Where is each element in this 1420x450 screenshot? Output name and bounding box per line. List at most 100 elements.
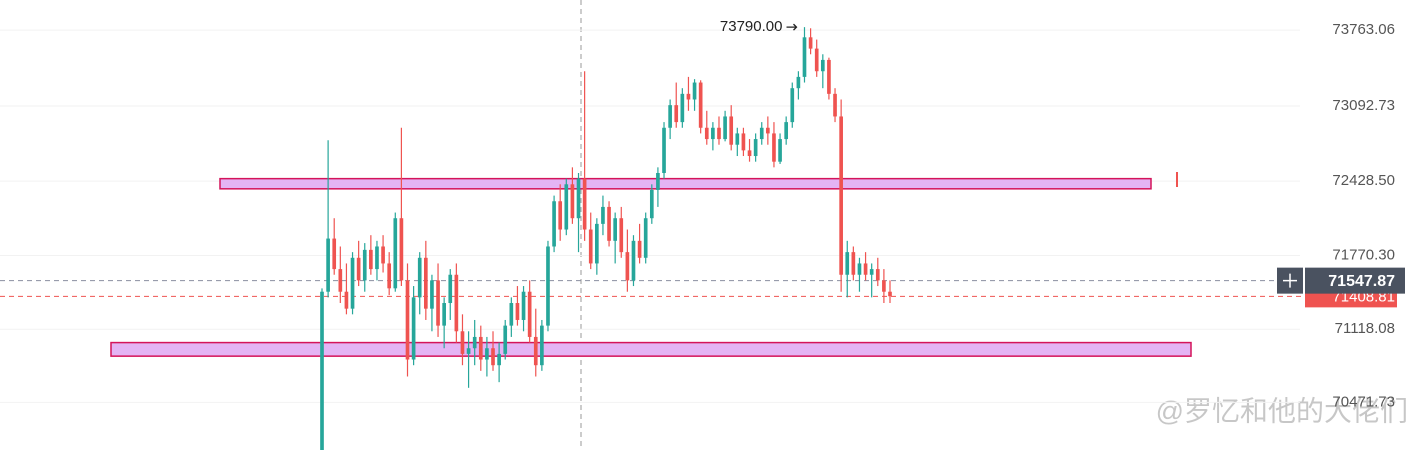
candle-body (827, 59, 831, 94)
candle-body (723, 116, 727, 140)
candle-body (454, 274, 459, 332)
candle-body (430, 280, 434, 309)
candle-body (802, 37, 807, 77)
candle-body (820, 59, 825, 72)
candle-body (698, 82, 703, 128)
candle-body (766, 127, 770, 134)
candle-body (442, 303, 446, 326)
candle-body (399, 218, 404, 281)
candle-body (747, 150, 752, 157)
candle-body (533, 336, 538, 366)
candle-body (472, 336, 477, 349)
candle-body (686, 93, 691, 100)
candle-body (692, 82, 697, 100)
candle-body (674, 105, 679, 123)
candle-body (387, 263, 392, 289)
candle-body (558, 201, 563, 230)
candle-body (381, 246, 385, 264)
last-price-label: 71547.87 (1328, 273, 1395, 290)
y-tick-label: 72428.50 (1332, 172, 1395, 189)
candle-body (576, 178, 581, 219)
candle-body (478, 336, 483, 360)
candle-body (741, 133, 746, 151)
candle-body (729, 116, 734, 145)
candle-body (521, 291, 526, 320)
candle-body (362, 249, 367, 281)
high-label: 73790.00 (720, 18, 783, 35)
candle-body (436, 280, 440, 326)
candle-body (356, 257, 361, 281)
candle-body (680, 93, 685, 123)
candle-body (466, 348, 471, 354)
candle-body (320, 291, 324, 450)
candle-body (735, 133, 740, 145)
candle-body (411, 297, 416, 360)
candle-body (662, 127, 666, 173)
candle-body (869, 269, 874, 275)
candle-body (369, 249, 373, 270)
zone (110, 341, 1192, 357)
candle-body (753, 139, 758, 157)
candle-body (619, 218, 624, 253)
candle-body (344, 291, 349, 309)
candle-body (808, 37, 813, 49)
candle-body (552, 201, 556, 247)
y-tick-label: 71118.08 (1335, 320, 1395, 337)
candle-body (375, 246, 379, 270)
high-arrow (786, 23, 798, 31)
candle-body (711, 127, 715, 140)
candle-body (570, 184, 575, 219)
candle-body (332, 238, 337, 270)
plus-icon (1283, 273, 1297, 288)
candle-body (845, 252, 850, 275)
candle-body (350, 257, 355, 309)
candle-body (668, 105, 672, 128)
candle-body (882, 280, 886, 292)
candle-body (601, 206, 605, 224)
candle-body (527, 291, 532, 337)
candle-body (582, 178, 587, 230)
candle-body (796, 76, 801, 89)
candle-body (784, 122, 789, 140)
candle-body (625, 252, 630, 281)
watermark: @罗忆和他的大佬们 (1156, 395, 1408, 426)
candle-body (503, 325, 508, 354)
candle-body (515, 303, 520, 320)
candle-body (509, 303, 514, 326)
candle-body (863, 263, 868, 275)
candle-body (448, 274, 453, 304)
y-tick-label: 71770.30 (1332, 246, 1395, 263)
candle-body (656, 172, 660, 190)
candle-body (491, 348, 495, 366)
candle-body (631, 240, 636, 281)
y-tick-label: 70471.73 (1332, 393, 1395, 410)
candle-body (405, 280, 410, 360)
candle-body (423, 257, 428, 309)
candle-body (607, 206, 611, 241)
candle-body (851, 252, 856, 275)
candle-body (759, 127, 764, 140)
y-tick-label: 73092.73 (1332, 97, 1395, 114)
candle-body (540, 325, 544, 366)
candle-body (417, 257, 422, 298)
candle-body (857, 263, 862, 275)
candle-body (485, 348, 489, 360)
y-tick-label: 73763.06 (1332, 21, 1395, 38)
candle-body (393, 218, 398, 289)
candle-body (790, 88, 795, 123)
candle-body (613, 218, 617, 241)
candle-body (338, 269, 343, 292)
candle-body (326, 238, 330, 292)
candle-body (704, 127, 709, 140)
last-price-box (1305, 267, 1405, 294)
candle-body (649, 189, 654, 219)
candle-body (643, 218, 648, 258)
candle-body (546, 246, 550, 326)
candle-body (772, 133, 776, 162)
candle-body (564, 184, 569, 230)
candle-body (595, 223, 599, 264)
candle-body (717, 127, 721, 140)
candle-body (875, 269, 880, 281)
candle-body (460, 331, 465, 354)
candle-body (778, 139, 782, 162)
